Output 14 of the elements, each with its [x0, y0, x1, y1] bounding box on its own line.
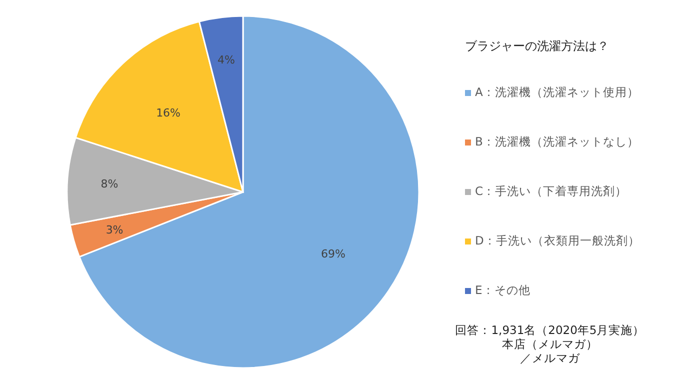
text: 本店（メルマガ）: [502, 337, 598, 351]
text: 回答：1,931名（2020年5月実施）: [455, 323, 645, 337]
legend-label: A：洗濯機（洗濯ネット使用）: [475, 85, 639, 99]
data-label: 16%: [156, 106, 181, 120]
text: ／メルマガ: [520, 351, 581, 365]
data-label: 3%: [106, 223, 124, 236]
text: ブラジャーの洗濯方法は？: [465, 39, 609, 53]
data-label: 8%: [100, 178, 118, 191]
legend-label: E：その他: [475, 283, 530, 297]
legend-label: B：洗濯機（洗濯ネットなし）: [475, 134, 639, 148]
legend-label: C：手洗い（下着専用洗剤）: [475, 184, 628, 198]
data-label: 4%: [218, 53, 235, 66]
data-label: 69%: [321, 247, 346, 260]
legend-label: D：手洗い（衣類用一般洗剤）: [475, 234, 640, 248]
